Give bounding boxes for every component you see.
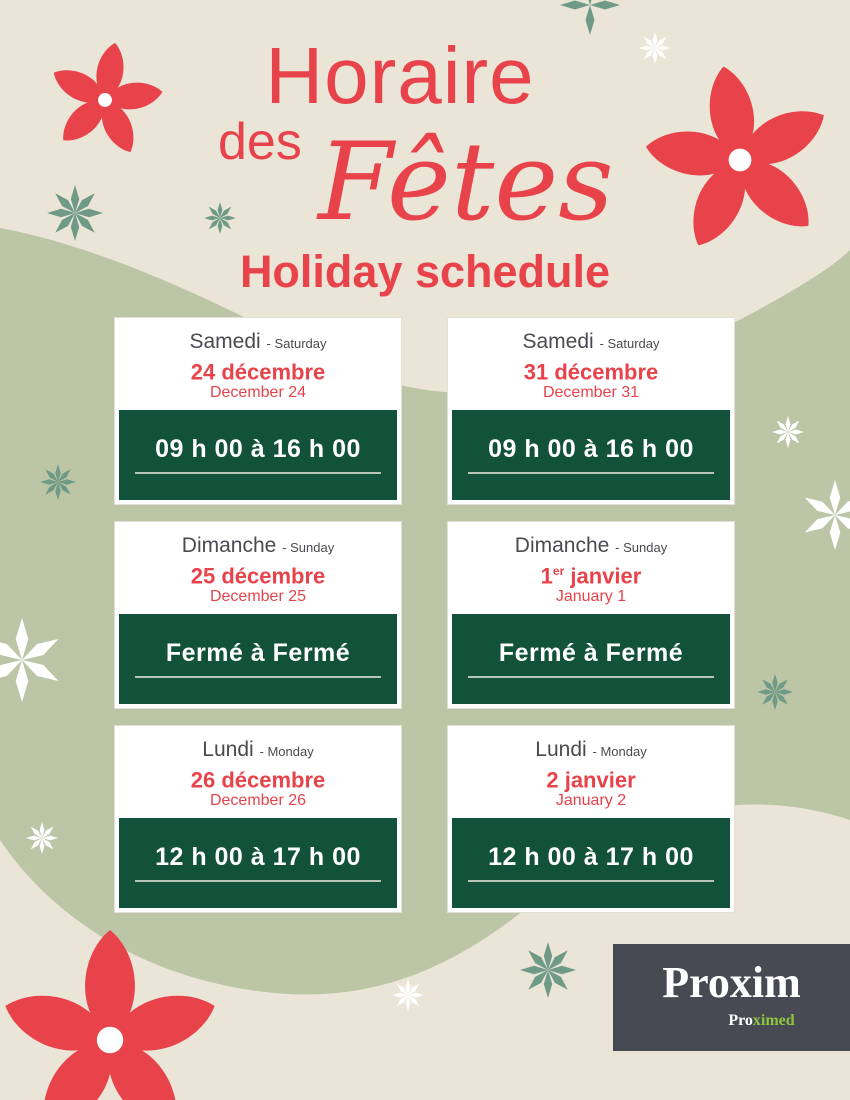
schedule-card: Dimanche - Sunday 25 décembre December 2… [115, 522, 401, 708]
date-fr: 31 décembre [523, 359, 659, 385]
hours: Fermé à Fermé [119, 614, 397, 704]
snowflake-icon [560, 0, 620, 35]
title-des: des [218, 113, 302, 171]
schedule-card: Lundi - Monday 26 décembre December 26 1… [115, 726, 401, 912]
date-en: December 25 [209, 588, 307, 606]
logo-sub: Proximed [728, 1012, 795, 1029]
day-label: Lundi - Monday [202, 738, 314, 761]
hours: 12 h 00 à 17 h 00 [452, 818, 730, 908]
snowflake-icon [47, 185, 103, 241]
logo-main: Proxim [662, 958, 801, 1007]
snowflake-icon [804, 480, 850, 550]
day-label: Dimanche - Sunday [181, 534, 335, 557]
snowflake-icon [392, 979, 424, 1011]
schedule-card: Samedi - Saturday 24 décembre December 2… [115, 318, 401, 504]
day-label: Samedi - Saturday [189, 330, 327, 353]
date-fr: 2 janvier [546, 767, 636, 793]
date-en: January 1 [555, 588, 627, 606]
poinsettia-icon [645, 66, 824, 246]
date-en: December 31 [542, 384, 640, 402]
snowflake-icon [0, 618, 59, 702]
date-en: December 24 [209, 384, 307, 402]
day-label: Lundi - Monday [535, 738, 647, 761]
hours: 12 h 00 à 17 h 00 [119, 818, 397, 908]
date-en: December 26 [209, 792, 307, 810]
snowflake-icon [757, 674, 793, 710]
snowflake-icon [772, 416, 804, 448]
date-fr: 26 décembre [190, 767, 326, 793]
date-fr: 25 décembre [190, 563, 326, 589]
snowflake-icon [40, 464, 76, 500]
snowflake-icon [204, 202, 236, 234]
day-label: Samedi - Saturday [522, 330, 660, 353]
hours: Fermé à Fermé [452, 614, 730, 704]
hours: 09 h 00 à 16 h 00 [452, 410, 730, 500]
snowflake-icon [520, 942, 576, 998]
poinsettia-icon [53, 42, 163, 153]
poinsettia-icon [5, 930, 215, 1100]
title-fetes: Fêtes [318, 120, 614, 245]
day-label: Dimanche - Sunday [514, 534, 668, 557]
schedule-card: Samedi - Saturday 31 décembre December 3… [448, 318, 734, 504]
title-horaire: Horaire [265, 31, 535, 120]
proxim-logo: Proxim Proximed [613, 944, 850, 1051]
hours: 09 h 00 à 16 h 00 [119, 410, 397, 500]
date-fr: 1er janvier [540, 563, 642, 589]
snowflake-icon [26, 822, 58, 854]
schedule-card: Lundi - Monday 2 janvier January 2 12 h … [448, 726, 734, 912]
date-en: January 2 [555, 792, 627, 810]
title-holiday-schedule: Holiday schedule [239, 246, 611, 297]
schedule-card: Dimanche - Sunday 1er janvier January 1 … [448, 522, 734, 708]
date-fr: 24 décembre [190, 359, 326, 385]
